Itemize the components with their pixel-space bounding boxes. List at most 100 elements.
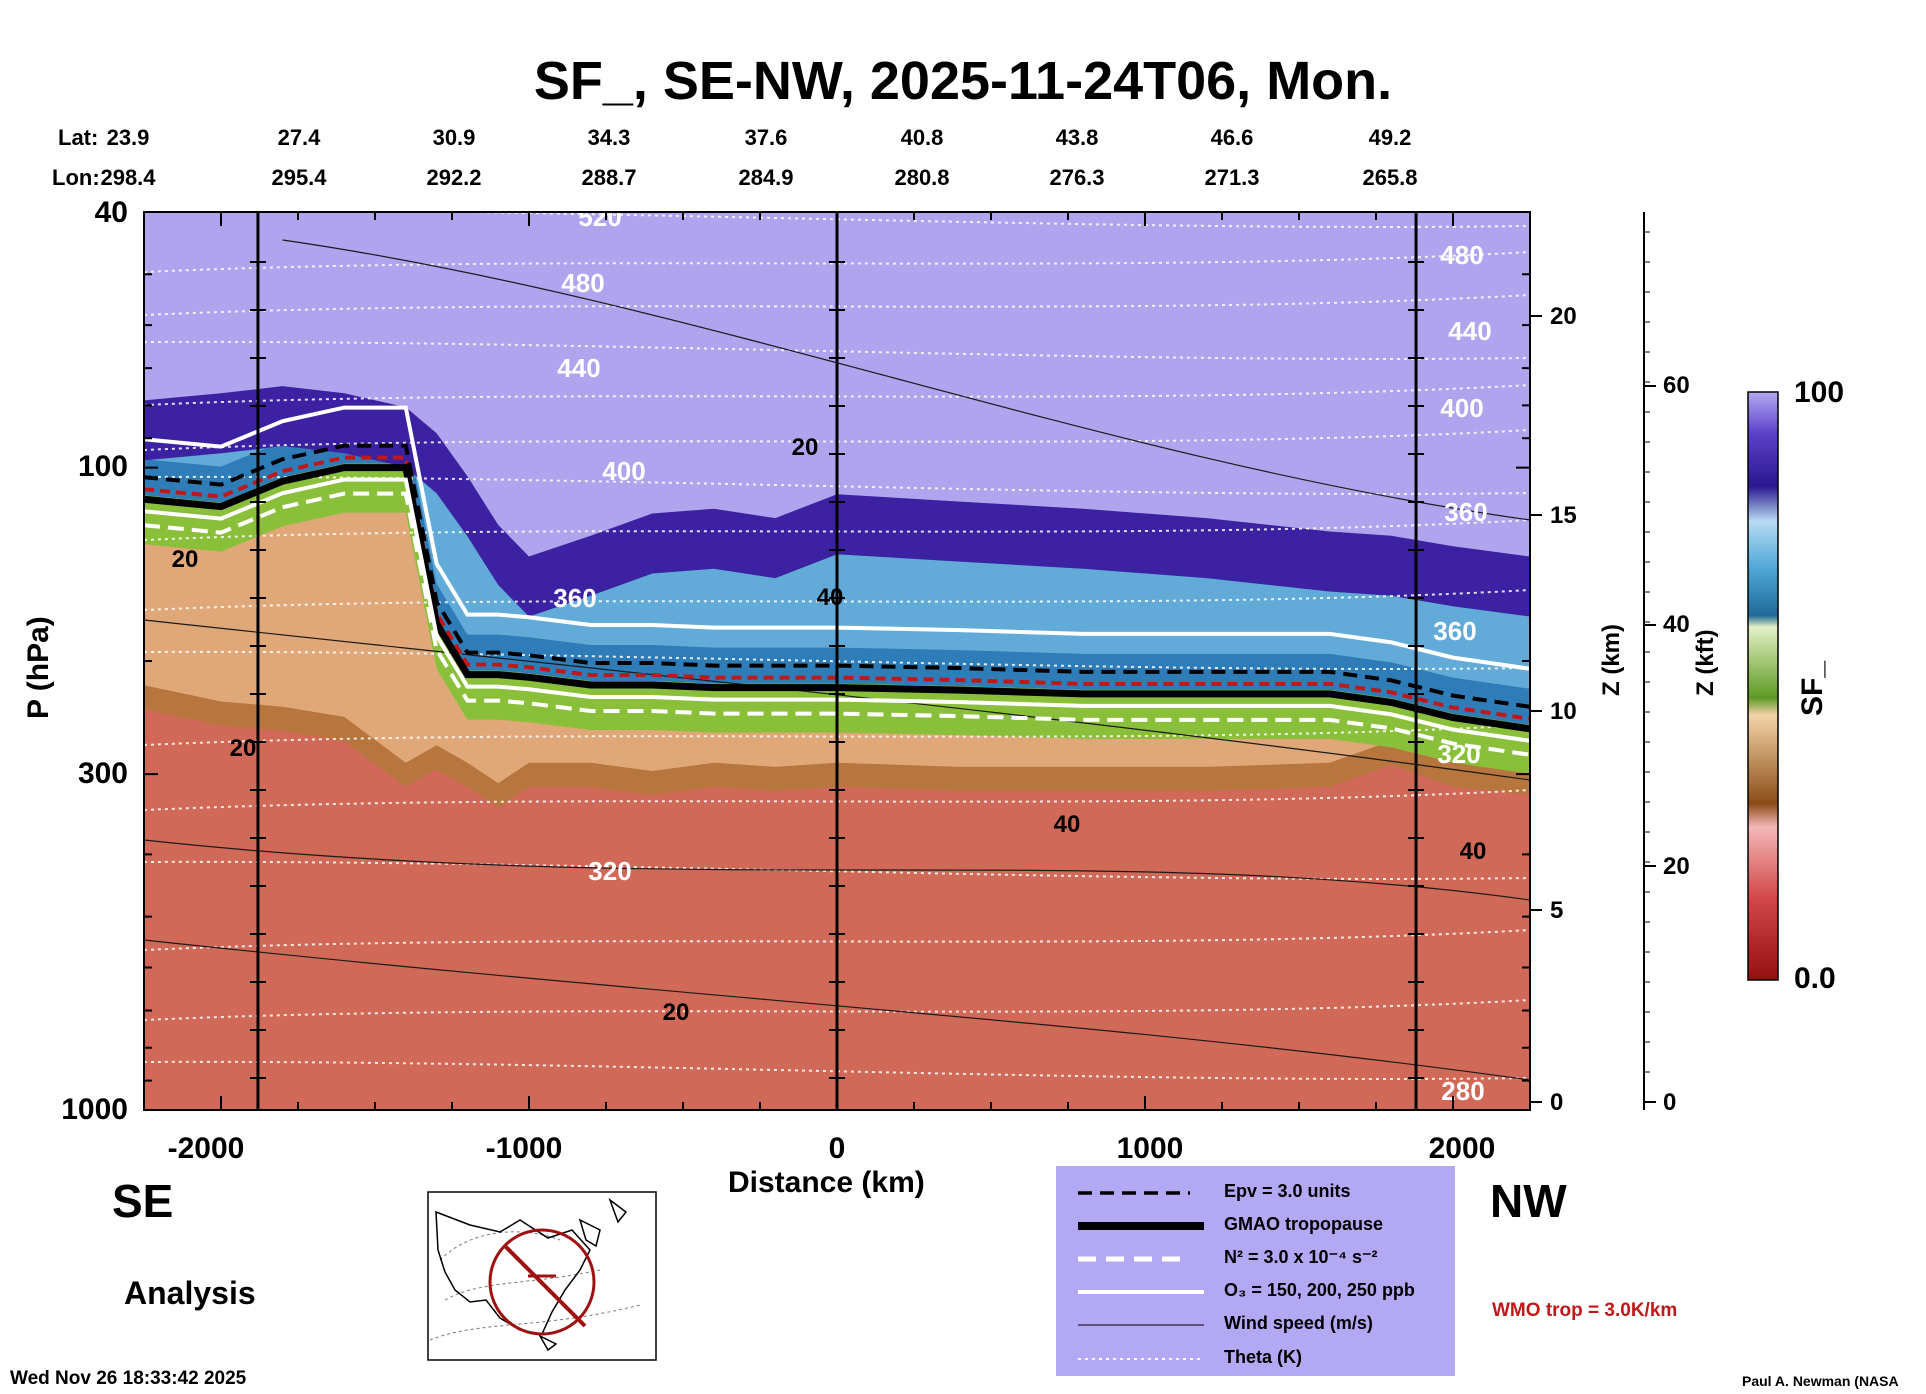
z-axis-ticks — [1529, 212, 1656, 1110]
theta-contour — [144, 860, 1530, 880]
lon-value: 288.7 — [581, 165, 637, 190]
nw-label: NW — [1490, 1175, 1567, 1227]
legend-theta-label: Theta (K) — [1224, 1347, 1302, 1367]
theta-contour — [144, 650, 1530, 670]
colorbar-max-label: 100 — [1794, 376, 1845, 409]
theta-contour — [144, 589, 1530, 611]
y-axis-label: P (hPa) — [22, 616, 55, 719]
z-kft-tick-label: 0 — [1663, 1089, 1677, 1116]
lat-value: 34.3 — [587, 125, 631, 150]
legend-epv-label: Epv = 3.0 units — [1224, 1181, 1351, 1201]
wind-label: 20 — [230, 735, 257, 762]
reference-lines — [249, 212, 1425, 1110]
theta-contour — [144, 475, 1530, 495]
y-tick-label: 1000 — [61, 1093, 128, 1126]
lat-value: 40.8 — [900, 125, 944, 150]
wind-label: 20 — [172, 546, 199, 573]
y-ticks — [144, 211, 1530, 1111]
z-kft-axis-label: Z (kft) — [1692, 629, 1719, 696]
legend-wind-label: Wind speed (m/s) — [1224, 1313, 1373, 1333]
theta-contour — [144, 519, 1530, 541]
lat-value: 49.2 — [1368, 125, 1412, 150]
z-km-tick-label: 10 — [1550, 698, 1577, 725]
analysis-label: Analysis — [124, 1275, 256, 1311]
y-tick-label: 40 — [94, 196, 128, 229]
lon-value: 292.2 — [426, 165, 482, 190]
theta-contour — [144, 384, 1530, 406]
lon-value: 265.8 — [1362, 165, 1418, 190]
x-tick-label: -2000 — [167, 1132, 245, 1165]
theta-label: 400 — [1440, 393, 1483, 423]
wind-label: 40 — [1460, 838, 1487, 865]
z-kft-tick-label: 20 — [1663, 853, 1690, 880]
x-ticks — [220, 212, 1454, 1110]
lat-value: 27.4 — [277, 125, 321, 150]
wmo-tropopause-line — [144, 455, 1530, 721]
theta-label: 480 — [561, 268, 604, 298]
lat-value: 43.8 — [1055, 125, 1099, 150]
footer-timestamp: Wed Nov 26 18:33:42 2025 — [10, 1368, 247, 1389]
footer-credit: Paul A. Newman (NASA — [1742, 1373, 1899, 1389]
y-tick-label: 100 — [77, 450, 128, 483]
theta-contour — [382, 212, 1530, 228]
lat-value: 46.6 — [1210, 125, 1254, 150]
z-km-tick-label: 15 — [1550, 502, 1577, 529]
chart-title: SF_, SE-NW, 2025-11-24T06, Mon. — [533, 51, 1393, 111]
colorbar — [1747, 391, 1779, 981]
lat-label: Lat: — [58, 125, 99, 150]
theta-label: 440 — [1448, 316, 1491, 346]
theta-contour — [144, 251, 1530, 273]
lon-label: Lon: — [52, 165, 100, 190]
theta-label: 480 — [1440, 240, 1483, 270]
z-km-tick-label: 20 — [1550, 303, 1577, 330]
theta-contour — [144, 1060, 1530, 1080]
z-km-tick-label: 5 — [1550, 897, 1564, 924]
theta-label: 440 — [557, 353, 600, 383]
lon-value: 298.4 — [100, 165, 156, 190]
x-tick-label: -1000 — [485, 1132, 563, 1165]
theta-contour — [144, 789, 1530, 811]
y-tick-label: 300 — [77, 757, 128, 790]
theta-label: 320 — [588, 856, 631, 886]
theta-label: 360 — [553, 583, 596, 613]
theta-contour — [144, 724, 1530, 746]
legend-n2-label: N² = 3.0 x 10⁻⁴ s⁻² — [1224, 1247, 1378, 1267]
x-tick-label: 0 — [828, 1132, 846, 1165]
theta-contours — [144, 212, 1530, 1080]
n2-contour-line — [144, 491, 1530, 757]
x-tick-label: 2000 — [1428, 1132, 1496, 1165]
lon-value: 276.3 — [1049, 165, 1105, 190]
wmo-trop-label: WMO trop = 3.0K/km — [1492, 1300, 1678, 1321]
z-km-axis-label: Z (km) — [1598, 624, 1625, 696]
theta-contour — [144, 929, 1530, 951]
x-axis-label: Distance (km) — [728, 1166, 925, 1199]
wind-contour — [144, 939, 1530, 1081]
theta-label: 360 — [1444, 497, 1487, 527]
lon-value: 295.4 — [271, 165, 327, 190]
wind-label: 20 — [792, 434, 819, 461]
z-kft-tick-label: 40 — [1663, 611, 1690, 638]
colorbar-min-label: 0.0 — [1794, 962, 1836, 995]
theta-contour — [144, 999, 1530, 1021]
lon-value: 271.3 — [1204, 165, 1260, 190]
wind-label: 40 — [1054, 811, 1081, 838]
wind-contours — [144, 239, 1530, 1081]
inset-map — [427, 1191, 657, 1361]
theta-label: 320 — [1437, 739, 1480, 769]
lon-value: 280.8 — [894, 165, 950, 190]
x-tick-label: 1000 — [1116, 1132, 1184, 1165]
wind-label: 20 — [663, 999, 690, 1026]
theta-contour — [144, 340, 1530, 360]
lat-value: 23.9 — [106, 125, 150, 150]
theta-label: 520 — [578, 202, 621, 232]
lon-value: 284.9 — [738, 165, 794, 190]
z-kft-tick-label: 60 — [1663, 372, 1690, 399]
wind-contour — [282, 239, 1530, 521]
theta-contour — [144, 294, 1530, 316]
z-km-tick-label: 0 — [1550, 1089, 1564, 1116]
legend-box — [1056, 1166, 1455, 1376]
legend-o3-label: O₃ = 150, 200, 250 ppb — [1224, 1280, 1415, 1300]
epv-contour-line — [144, 443, 1530, 709]
